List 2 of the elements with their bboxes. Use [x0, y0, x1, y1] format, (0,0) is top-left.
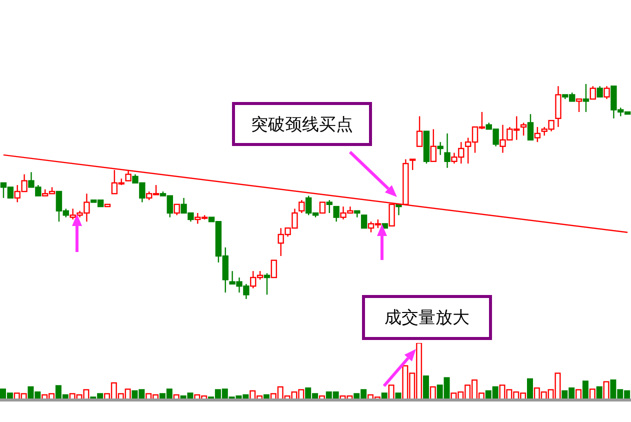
annotation: 突破颈线买点: [232, 102, 372, 146]
text: 成交量放大: [362, 295, 492, 340]
